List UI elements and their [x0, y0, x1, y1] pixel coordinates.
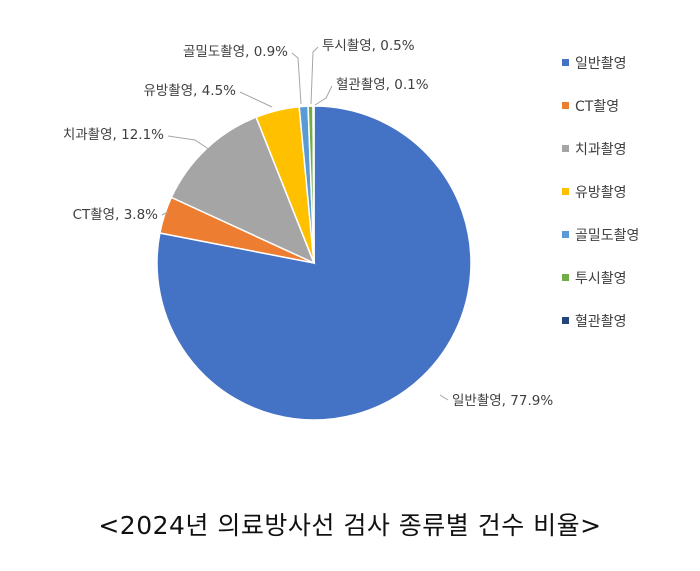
data-label: 혈관촬영, 0.1%	[336, 77, 429, 93]
legend-item: 유방촬영	[562, 182, 692, 225]
legend-swatch	[562, 188, 569, 195]
legend-swatch	[562, 317, 569, 324]
data-label: CT촬영, 3.8%	[73, 207, 159, 223]
legend-swatch	[562, 145, 569, 152]
data-label: 투시촬영, 0.5%	[322, 38, 415, 54]
data-label: 유방촬영, 4.5%	[143, 83, 236, 99]
chart-caption: <2024년 의료방사선 검사 종류별 건수 비율>	[98, 511, 602, 540]
legend-swatch	[562, 231, 569, 238]
legend-swatch	[562, 102, 569, 109]
legend-swatch	[562, 59, 569, 66]
legend-label: 유방촬영	[575, 185, 627, 201]
legend-label: CT촬영	[575, 99, 620, 115]
leader-line	[291, 52, 302, 105]
legend-label: 골밀도촬영	[575, 228, 640, 244]
pie-slice	[312, 105, 315, 264]
pie-slice	[170, 116, 316, 265]
legend-label: 일반촬영	[575, 56, 627, 72]
leader-line	[439, 394, 449, 401]
legend-label: 혈관촬영	[575, 314, 627, 330]
leader-line	[161, 211, 169, 216]
pie-chart-canvas: 일반촬영, 77.9% CT촬영, 3.8% 치과촬영, 12.1% 유방촬영, 4.…	[63, 38, 553, 421]
pie-chart: 일반촬영, 77.9% CT촬영, 3.8% 치과촬영, 12.1% 유방촬영, 4.…	[63, 38, 692, 421]
legend-item: CT촬영	[562, 96, 692, 139]
leader-line	[167, 135, 223, 159]
legend-item: 투시촬영	[562, 268, 692, 311]
data-label: 치과촬영, 12.1%	[63, 127, 164, 143]
data-label: 일반촬영, 77.9%	[452, 393, 553, 409]
data-label: 골밀도촬영, 0.9%	[183, 44, 288, 60]
chart-legend: 일반촬영 CT촬영 치과촬영 유방촬영 골밀도촬영 투시촬영 혈관촬영	[562, 53, 692, 354]
leader-line	[310, 46, 319, 105]
leader-line	[239, 91, 273, 108]
legend-item: 혈관촬영	[562, 311, 692, 354]
legend-item: 골밀도촬영	[562, 225, 692, 268]
legend-label: 치과촬영	[575, 142, 627, 158]
legend-label: 투시촬영	[575, 271, 627, 287]
leader-line	[314, 85, 333, 106]
legend-swatch	[562, 274, 569, 281]
legend-item: 일반촬영	[562, 53, 692, 96]
pie-slice	[156, 105, 472, 421]
legend-item: 치과촬영	[562, 139, 692, 182]
